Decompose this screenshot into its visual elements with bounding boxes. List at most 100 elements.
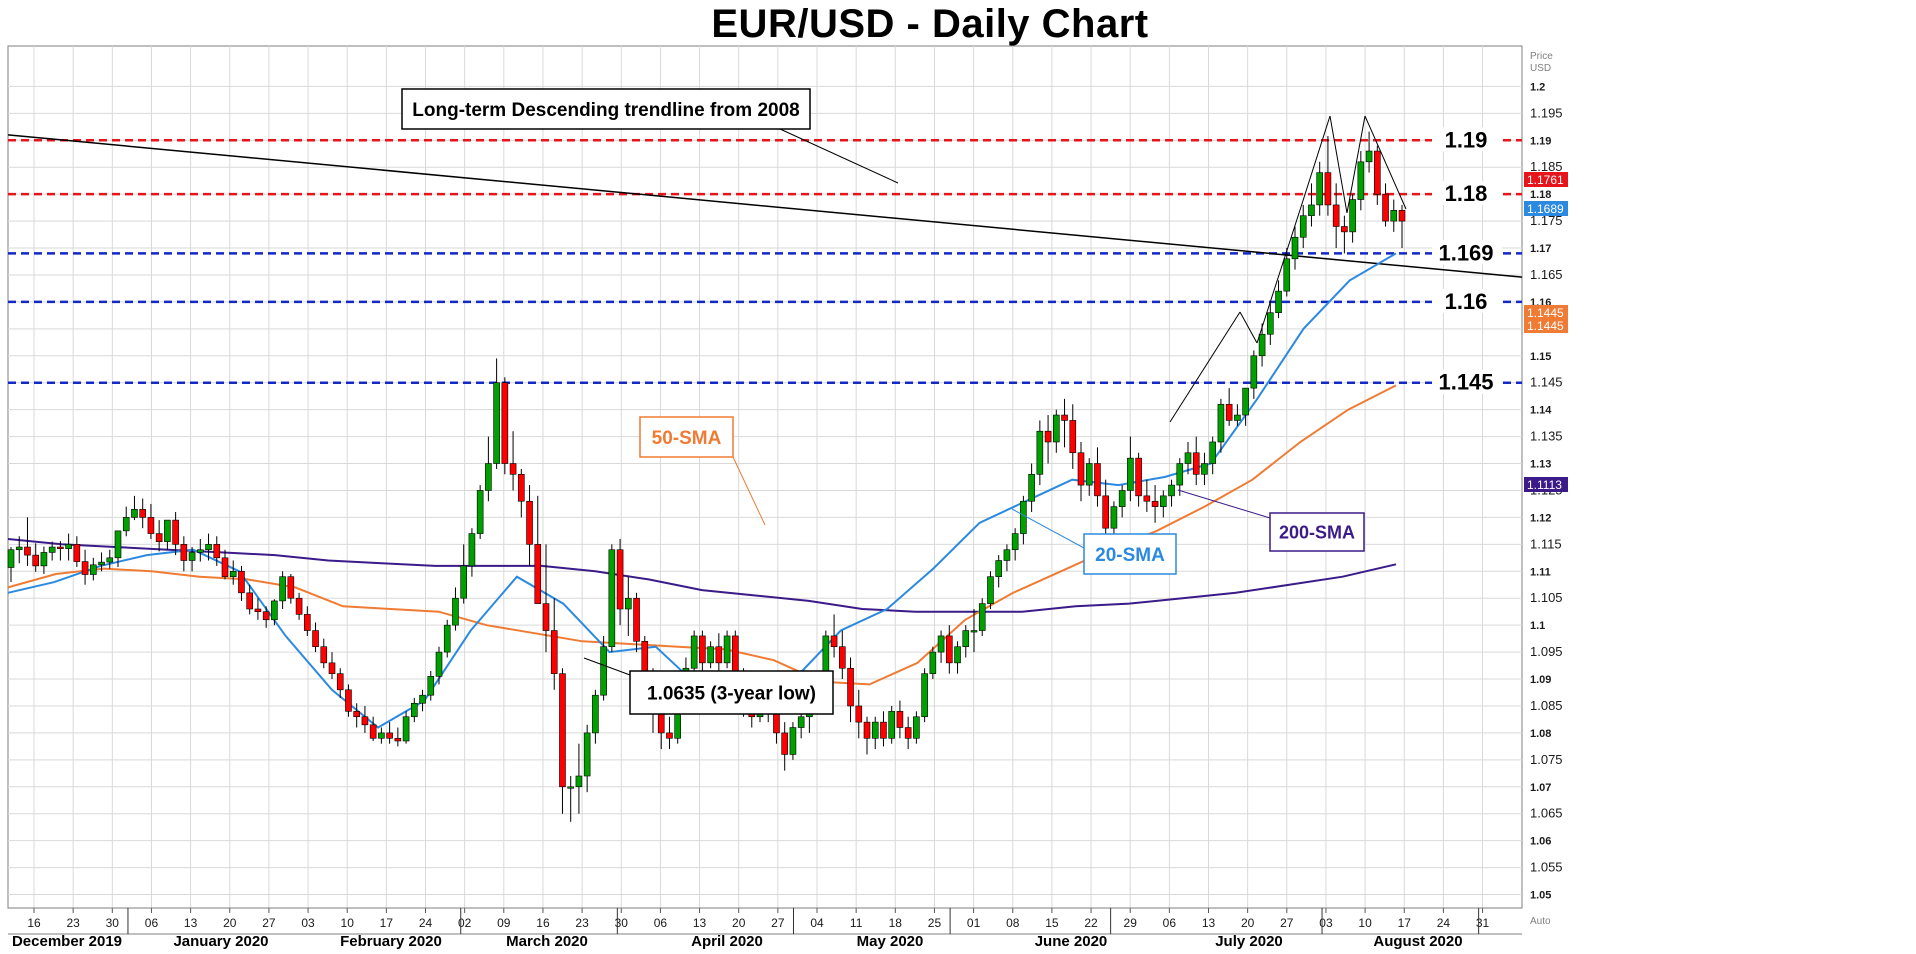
candle-body xyxy=(254,608,262,612)
candle-body xyxy=(954,646,961,664)
x-tick-label: 29 xyxy=(1124,916,1138,930)
x-tick-label: 24 xyxy=(419,916,433,930)
y-tick-label: 1.14 xyxy=(1530,405,1552,417)
x-tick-label: 27 xyxy=(1280,916,1294,930)
candle-body xyxy=(180,544,188,561)
y-tick-label: 1.05 xyxy=(1530,890,1551,902)
x-tick-label: 27 xyxy=(262,916,276,930)
candle-body xyxy=(295,597,303,615)
candle-body xyxy=(271,600,278,621)
x-tick-label: 20 xyxy=(1241,916,1255,930)
callout-leader xyxy=(732,456,766,526)
candle-body xyxy=(90,564,97,575)
candle-body xyxy=(550,630,558,674)
candle-body xyxy=(419,694,426,704)
y-tick-label: 1.17 xyxy=(1530,243,1551,255)
candle-body xyxy=(896,711,904,728)
candle-body xyxy=(164,519,171,542)
candle-body xyxy=(213,544,221,559)
month-label: January 2020 xyxy=(173,933,268,950)
candle-body xyxy=(304,614,311,631)
grid xyxy=(7,45,1523,909)
level-label: 1.169 xyxy=(1438,240,1493,265)
candle-body xyxy=(402,716,410,742)
candle-body xyxy=(880,721,887,739)
candle-body xyxy=(501,382,509,464)
y-tick-label: 1.075 xyxy=(1530,752,1563,767)
candle-body xyxy=(427,676,435,696)
chart-title: EUR/USD - Daily Chart xyxy=(711,2,1149,46)
candle-body xyxy=(847,667,854,707)
price-badge-label: 1.1689 xyxy=(1527,202,1564,216)
candle-body xyxy=(839,646,846,669)
candle-body xyxy=(32,554,39,567)
month-label: April 2020 xyxy=(691,933,763,950)
candle-body xyxy=(246,592,253,610)
level-label-bg xyxy=(1432,127,1502,152)
candle-body xyxy=(509,463,517,475)
candle-body xyxy=(139,509,146,518)
y-tick-label: 1.165 xyxy=(1530,267,1563,282)
candle-body xyxy=(1390,210,1398,222)
y-tick-label: 1.09 xyxy=(1530,674,1551,686)
candle-body xyxy=(1341,226,1348,233)
x-tick-label: 13 xyxy=(693,916,707,930)
candle-body xyxy=(114,530,122,559)
candle-body xyxy=(106,557,114,563)
candle-body xyxy=(978,603,986,631)
y-tick-label: 1.135 xyxy=(1530,429,1563,444)
candle-body xyxy=(1192,452,1200,475)
candle-body xyxy=(131,509,138,518)
candle-body xyxy=(937,635,945,653)
x-tick-label: 11 xyxy=(850,916,863,930)
candle-body xyxy=(386,732,393,739)
candle-body xyxy=(1365,150,1373,163)
level-label: 1.19 xyxy=(1445,127,1488,152)
low-callout-label: 1.0635 (3-year low) xyxy=(647,683,816,704)
candle-body xyxy=(995,560,1002,577)
candle-body xyxy=(1110,506,1118,529)
candle-body xyxy=(1316,172,1323,206)
month-label: December 2019 xyxy=(12,933,122,950)
pattern-line xyxy=(1169,311,1241,423)
candle-body xyxy=(468,533,476,567)
candle-body xyxy=(1209,441,1216,464)
candle-body xyxy=(312,630,319,648)
candle-body xyxy=(583,732,591,777)
candle-body xyxy=(962,630,970,648)
x-tick-label: 03 xyxy=(1319,916,1333,930)
candle-body xyxy=(616,549,624,610)
price-badge-label: 1.1445 xyxy=(1527,319,1564,333)
candle-body xyxy=(1275,290,1282,313)
candle-body xyxy=(1160,495,1167,507)
pattern-line xyxy=(1239,311,1258,344)
candle-body xyxy=(205,544,212,551)
plot-frame xyxy=(7,45,1523,909)
month-label: March 2020 xyxy=(506,933,588,950)
candle-body xyxy=(575,775,583,788)
y-tick-label: 1.175 xyxy=(1530,213,1563,228)
y-tick-label: 1.145 xyxy=(1530,375,1563,390)
candle-body xyxy=(871,721,879,739)
x-tick-label: 04 xyxy=(810,916,824,930)
x-tick-label: 20 xyxy=(732,916,746,930)
candle-body xyxy=(1094,463,1101,497)
candle-body xyxy=(1374,150,1381,195)
month-label: July 2020 xyxy=(1215,933,1283,950)
candle-body xyxy=(1349,199,1356,233)
y-tick-label: 1.13 xyxy=(1530,459,1551,471)
candle-body xyxy=(1234,414,1241,421)
sma50-callout-label: 50-SMA xyxy=(652,428,722,449)
candle-body xyxy=(328,662,336,674)
x-tick-label: 06 xyxy=(1163,916,1177,930)
candle-body xyxy=(592,694,599,734)
candle-body xyxy=(789,727,797,755)
candle-body xyxy=(81,561,89,575)
candle-body xyxy=(98,561,105,566)
candle-body xyxy=(188,552,196,561)
pattern-line xyxy=(1256,209,1301,344)
x-tick-label: 17 xyxy=(380,916,394,930)
x-tick-label: 17 xyxy=(1398,916,1412,930)
candle-body xyxy=(1357,161,1365,200)
level-label-bg xyxy=(1432,181,1502,206)
